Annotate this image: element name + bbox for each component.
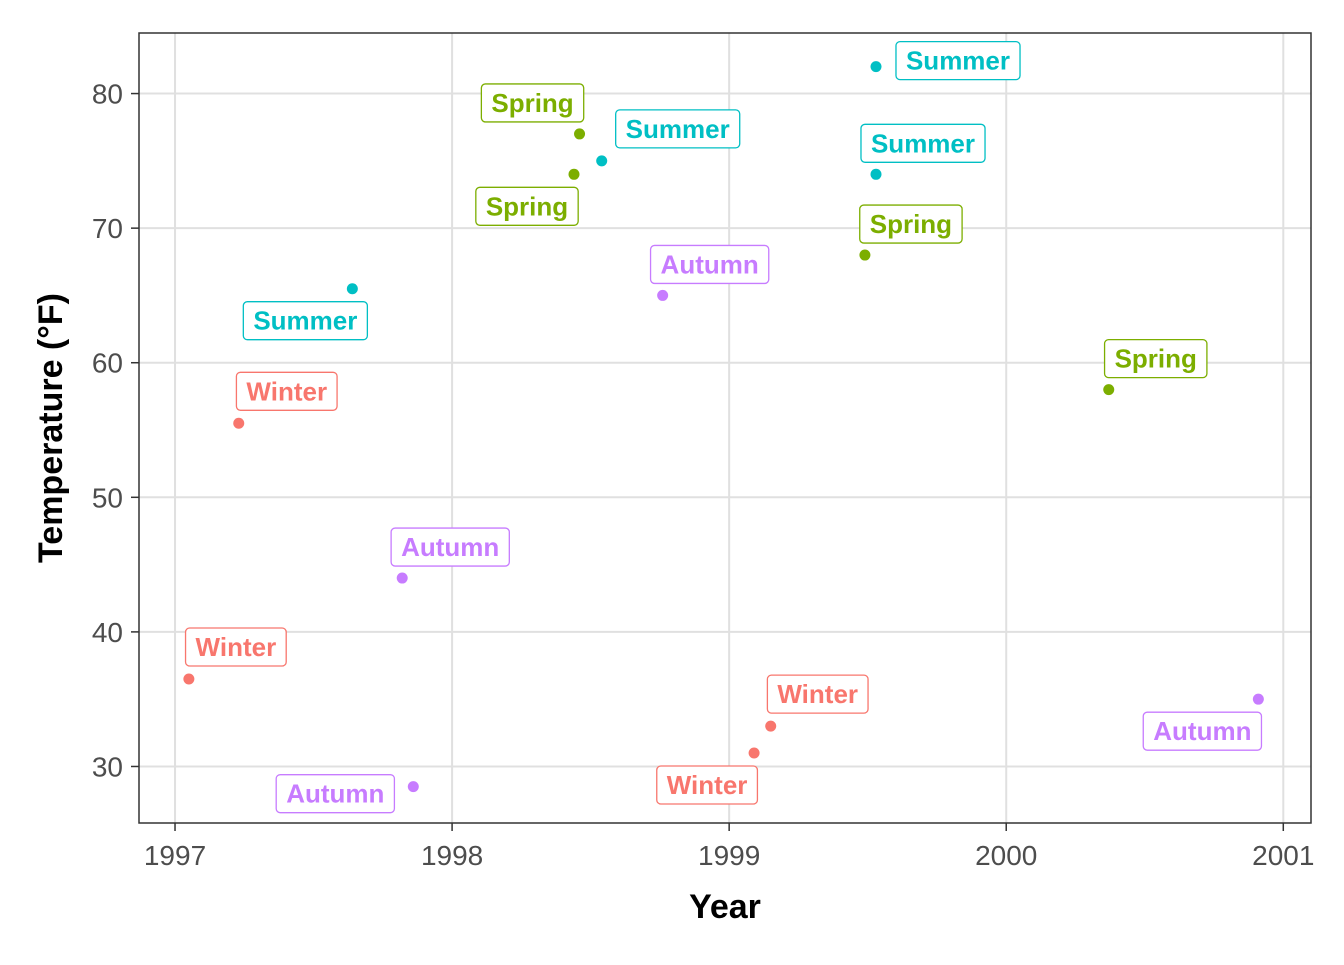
data-point xyxy=(765,720,777,732)
data-point xyxy=(859,249,871,261)
plot-panel-border xyxy=(138,32,1312,824)
y-tick-label: 60 xyxy=(92,348,123,379)
point-label: Winter xyxy=(184,627,287,667)
point-label-box xyxy=(475,186,579,226)
data-point xyxy=(596,155,608,167)
point-label-box xyxy=(649,244,770,285)
point-label-text: Winter xyxy=(667,770,748,800)
point-label-text: Spring xyxy=(491,88,573,118)
point-label: Winter xyxy=(656,765,759,805)
x-tick-label: 2001 xyxy=(1252,840,1314,871)
point-label: Autumn xyxy=(390,527,510,567)
point-label: Autumn xyxy=(649,244,770,285)
data-points xyxy=(183,61,1264,793)
point-label-box xyxy=(184,627,287,667)
point-label-text: Summer xyxy=(871,128,975,158)
point-label-box xyxy=(242,301,369,341)
y-tick-label: 30 xyxy=(92,751,123,782)
point-label-text: Winter xyxy=(246,376,327,406)
point-label-text: Summer xyxy=(253,306,357,336)
point-label-text: Winter xyxy=(777,679,858,709)
data-point xyxy=(870,168,882,180)
point-label: Winter xyxy=(766,674,869,714)
y-axis-title: Temperature (°F) xyxy=(32,293,70,563)
point-label: Spring xyxy=(480,83,585,123)
point-label-box xyxy=(275,774,396,814)
data-point xyxy=(657,289,669,301)
point-label-box xyxy=(895,40,1021,81)
data-point xyxy=(870,61,882,73)
point-label-text: Autumn xyxy=(401,532,499,562)
point-label-text: Summer xyxy=(626,114,730,144)
y-tick-label: 40 xyxy=(92,617,123,648)
point-labels: Winter Winter Summer Autumn Autumn Spring Spri… xyxy=(184,40,1263,814)
x-axis-title: Year xyxy=(689,888,761,926)
data-point xyxy=(1252,693,1264,705)
data-point xyxy=(748,747,760,759)
point-label-text: Spring xyxy=(486,191,568,221)
data-point xyxy=(568,168,580,180)
data-point xyxy=(1103,384,1115,396)
point-label-box xyxy=(235,371,338,411)
gridlines xyxy=(139,33,1311,823)
point-label-box xyxy=(1142,711,1263,751)
point-label-box xyxy=(1103,338,1208,379)
data-point xyxy=(183,673,195,685)
point-label-text: Summer xyxy=(906,46,1010,76)
point-label-box xyxy=(615,109,741,149)
point-label-box xyxy=(390,527,510,567)
point-label: Spring xyxy=(859,204,963,244)
point-label: Summer xyxy=(895,40,1021,81)
x-tick-label: 1999 xyxy=(698,840,760,871)
x-tick-label: 1998 xyxy=(421,840,483,871)
data-point xyxy=(233,417,245,429)
plot-background xyxy=(139,33,1311,823)
point-label-box xyxy=(480,83,585,123)
point-label: Spring xyxy=(1103,338,1208,379)
point-label-box xyxy=(656,765,759,805)
point-label: Autumn xyxy=(275,774,396,814)
x-tick-label: 2000 xyxy=(975,840,1037,871)
point-label: Summer xyxy=(860,123,986,163)
point-label: Summer xyxy=(615,109,741,149)
point-label: Autumn xyxy=(1142,711,1263,751)
y-tick-label: 80 xyxy=(92,79,123,110)
y-tick-label: 50 xyxy=(92,482,123,513)
x-tick-label: 1997 xyxy=(144,840,206,871)
data-point xyxy=(574,128,586,140)
data-point xyxy=(396,572,408,584)
point-label: Summer xyxy=(242,301,369,341)
point-label: Winter xyxy=(235,371,338,411)
point-label-text: Winter xyxy=(196,632,277,662)
point-label-box xyxy=(859,204,963,244)
y-tick-label: 70 xyxy=(92,213,123,244)
point-label-text: Autumn xyxy=(661,249,759,279)
point-label: Spring xyxy=(475,186,579,226)
axes: 1997 1998 1999 2000 2001 30 40 50 60 70 80 xyxy=(92,79,1315,871)
point-label-text: Spring xyxy=(870,209,952,239)
data-point xyxy=(407,781,419,793)
point-label-box xyxy=(860,123,986,163)
point-label-text: Autumn xyxy=(286,779,384,809)
data-point xyxy=(346,283,358,295)
point-label-box xyxy=(766,674,869,714)
point-label-text: Autumn xyxy=(1153,716,1251,746)
point-label-text: Spring xyxy=(1115,344,1197,374)
